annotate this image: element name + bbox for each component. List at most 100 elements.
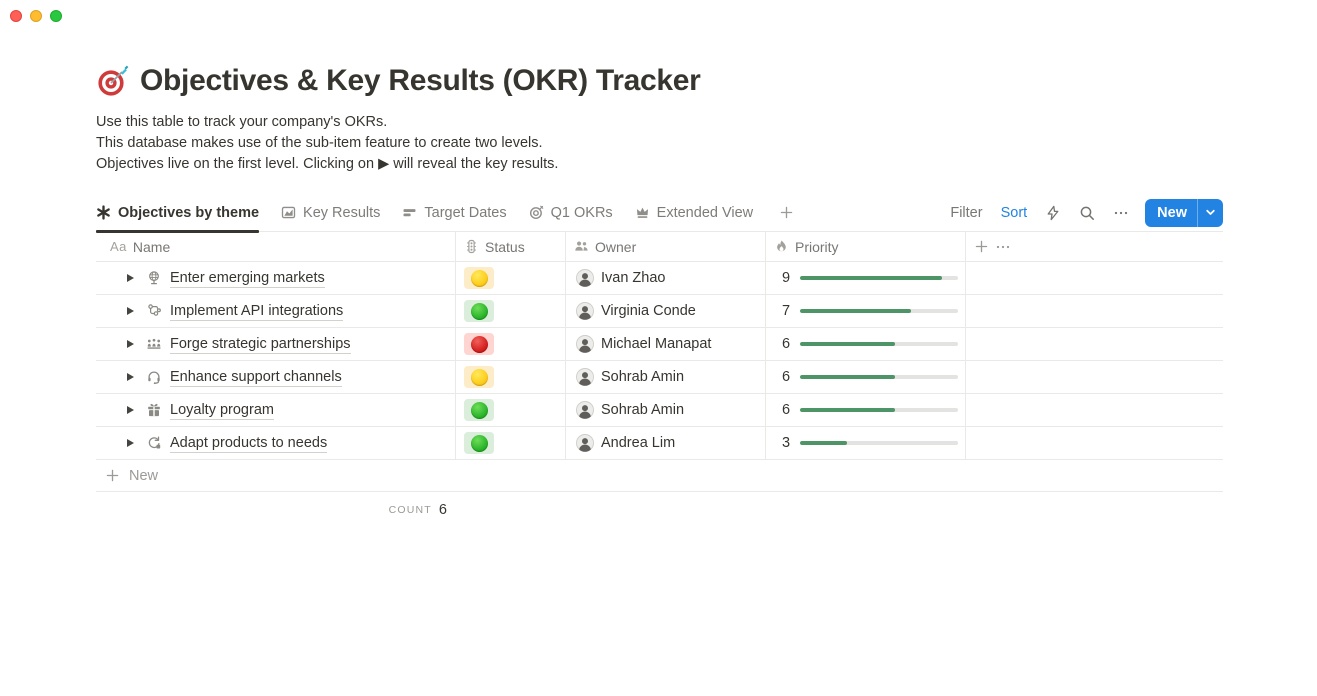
filter-button[interactable]: Filter [950, 204, 983, 221]
row-expand-toggle-icon[interactable] [127, 307, 138, 315]
priority-value: 7 [782, 303, 791, 319]
status-cell[interactable] [455, 262, 565, 294]
table-row[interactable]: Enhance support channels Sohrab Amin 6 [96, 361, 1223, 394]
row-expand-toggle-icon[interactable] [127, 274, 138, 282]
add-column-button[interactable] [974, 239, 989, 254]
view-tab[interactable]: Extended View [635, 194, 753, 232]
priority-cell[interactable]: 7 [765, 295, 965, 327]
flame-icon [774, 239, 789, 254]
search-icon[interactable] [1079, 205, 1095, 221]
status-badge [464, 432, 494, 454]
target-icon [529, 205, 544, 220]
status-badge [464, 300, 494, 322]
name-cell: Forge strategic partnerships [96, 328, 455, 360]
owner-cell[interactable]: Michael Manapat [565, 328, 765, 360]
new-row-button[interactable]: New [96, 460, 1223, 492]
count-calculation[interactable]: COUNT 6 [96, 492, 455, 528]
bolt-icon[interactable] [1045, 205, 1061, 221]
status-cell[interactable] [455, 427, 565, 459]
more-icon[interactable] [1113, 205, 1129, 221]
view-tab[interactable]: Q1 OKRs [529, 194, 613, 232]
status-dot-icon [470, 401, 488, 419]
row-title-link[interactable]: Enhance support channels [170, 368, 342, 387]
count-label: COUNT [388, 504, 432, 516]
column-header-owner[interactable]: Owner [565, 232, 765, 261]
priority-value: 6 [782, 336, 791, 352]
owner-cell[interactable]: Sohrab Amin [565, 361, 765, 393]
status-cell[interactable] [455, 361, 565, 393]
view-tab[interactable]: Target Dates [402, 194, 507, 232]
column-header-label: Status [485, 238, 525, 255]
priority-value: 6 [782, 369, 791, 385]
avatar [576, 368, 594, 386]
priority-bar [800, 309, 958, 313]
row-title-link[interactable]: Enter emerging markets [170, 269, 325, 288]
table-row[interactable]: Enter emerging markets Ivan Zhao 9 [96, 262, 1223, 295]
row-title-link[interactable]: Forge strategic partnerships [170, 335, 351, 354]
row-title-link[interactable]: Loyalty program [170, 401, 274, 420]
owner-cell[interactable]: Virginia Conde [565, 295, 765, 327]
column-header-name[interactable]: Aa Name [96, 232, 455, 261]
row-expand-toggle-icon[interactable] [127, 340, 138, 348]
row-expand-toggle-icon[interactable] [127, 406, 138, 414]
priority-bar-fill [800, 441, 848, 445]
status-badge [464, 267, 494, 289]
priority-bar-fill [800, 276, 943, 280]
owner-name: Sohrab Amin [601, 369, 685, 385]
row-expand-toggle-icon[interactable] [127, 439, 138, 447]
table-row[interactable]: Implement API integrations Virginia Cond… [96, 295, 1223, 328]
column-header-priority[interactable]: Priority [765, 232, 965, 261]
priority-bar-fill [800, 408, 895, 412]
name-cell: Enter emerging markets [96, 262, 455, 294]
table-options-button[interactable] [995, 239, 1011, 255]
status-badge [464, 399, 494, 421]
priority-cell[interactable]: 9 [765, 262, 965, 294]
view-toolbar: Objectives by theme Key Results Target Dat… [96, 194, 1223, 233]
people-group-icon [146, 336, 162, 352]
status-cell[interactable] [455, 394, 565, 426]
table-row[interactable]: Forge strategic partnerships Michael Man… [96, 328, 1223, 361]
view-tab[interactable]: Key Results [281, 194, 380, 232]
status-cell[interactable] [455, 328, 565, 360]
minimize-window-button[interactable] [30, 10, 42, 22]
priority-bar [800, 441, 958, 445]
new-button-label[interactable]: New [1145, 198, 1197, 227]
status-cell[interactable] [455, 295, 565, 327]
close-window-button[interactable] [10, 10, 22, 22]
column-header-label: Name [132, 238, 171, 255]
sort-button[interactable]: Sort [1000, 204, 1028, 221]
priority-cell[interactable]: 6 [765, 361, 965, 393]
page-description: Use this table to track your company's O… [96, 112, 1223, 175]
priority-cell[interactable]: 6 [765, 328, 965, 360]
row-expand-toggle-icon[interactable] [127, 373, 138, 381]
view-tab-label: Extended View [656, 204, 754, 221]
row-title-link[interactable]: Implement API integrations [170, 302, 344, 321]
plus-icon [105, 468, 120, 483]
avatar [576, 401, 594, 419]
owner-cell[interactable]: Sohrab Amin [565, 394, 765, 426]
column-header-status[interactable]: Status [455, 232, 565, 261]
table-row[interactable]: Adapt products to needs Andrea Lim 3 [96, 427, 1223, 460]
priority-cell[interactable]: 3 [765, 427, 965, 459]
page-title: Objectives & Key Results (OKR) Tracker [140, 64, 701, 97]
table-row[interactable]: Loyalty program Sohrab Amin 6 [96, 394, 1223, 427]
chevron-down-icon[interactable] [1197, 198, 1223, 227]
owner-cell[interactable]: Ivan Zhao [565, 262, 765, 294]
add-view-button[interactable] [779, 205, 794, 220]
new-button[interactable]: New [1145, 198, 1223, 227]
owner-cell[interactable]: Andrea Lim [565, 427, 765, 459]
chart-icon [281, 205, 296, 220]
view-tab[interactable]: Objectives by theme [96, 194, 260, 233]
zoom-window-button[interactable] [50, 10, 62, 22]
headset-icon [146, 369, 162, 385]
extra-cell [965, 328, 1223, 360]
page-container: Objectives & Key Results (OKR) Tracker U… [96, 64, 1223, 528]
description-line: Objectives live on the first level. Clic… [96, 156, 559, 172]
row-title-link[interactable]: Adapt products to needs [170, 434, 328, 453]
priority-bar [800, 342, 958, 346]
priority-bar [800, 276, 958, 280]
extra-cell [965, 295, 1223, 327]
text-icon: Aa [110, 239, 127, 254]
priority-cell[interactable]: 6 [765, 394, 965, 426]
globe-stand-icon [146, 270, 162, 286]
